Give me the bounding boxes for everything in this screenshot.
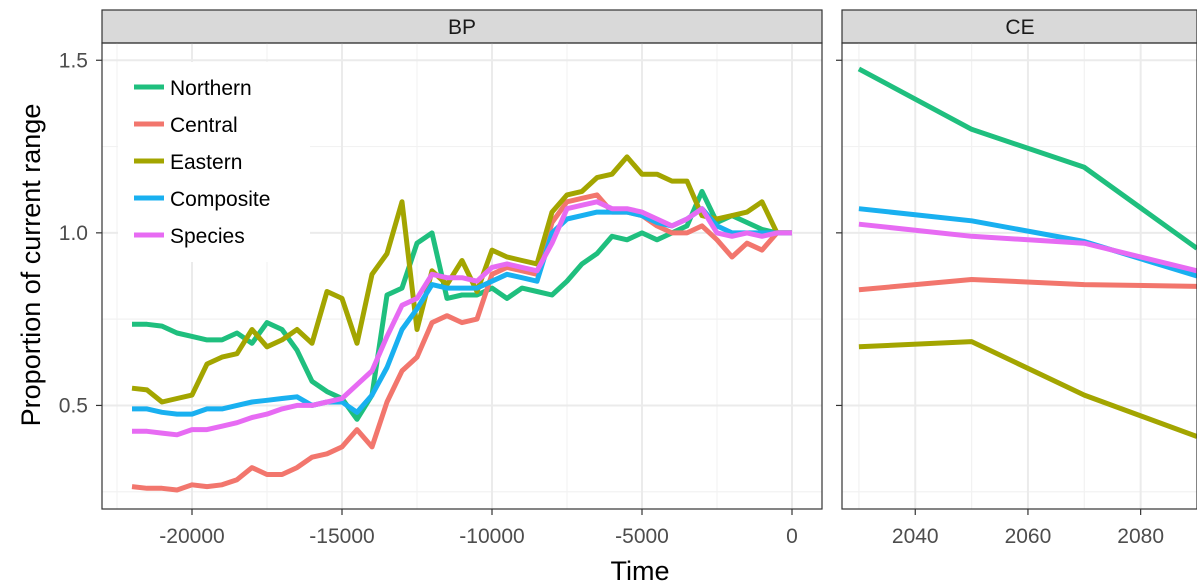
panel-series-bp [131, 154, 792, 493]
x-tick-label: -10000 [459, 525, 524, 548]
panel-bp: BP -20000 -15000 -10000 -5000 0 [96, 9, 823, 548]
x-tick-label: -15000 [309, 525, 374, 548]
x-axis-ticks-bp: -20000 -15000 -10000 -5000 0 [159, 525, 798, 548]
legend-label-central: Central [170, 114, 238, 137]
series-line-northern [857, 66, 1197, 251]
legend-item-eastern: Eastern [134, 151, 242, 174]
series-line-species [132, 199, 792, 438]
x-tick-label: 2040 [892, 525, 939, 548]
legend-label-species: Species [170, 225, 245, 248]
series-line-central [858, 277, 1197, 293]
x-axis-title: Time [611, 556, 670, 585]
series-line-eastern [858, 339, 1197, 439]
x-tick-label: 2080 [1117, 525, 1164, 548]
panel-strip-bp [101, 9, 823, 44]
legend-item-northern: Northern [134, 77, 252, 100]
panel-series-ce [857, 66, 1197, 439]
x-tick-label: 2060 [1005, 525, 1052, 548]
x-tick-label: -5000 [615, 525, 669, 548]
legend-label-northern: Northern [170, 77, 252, 100]
y-axis-title: Proportion of current range [16, 104, 46, 427]
panel-strip-ce [841, 9, 1197, 44]
y-tick-label: 1.0 [59, 222, 88, 245]
panel-label-bp: BP [448, 16, 476, 39]
x-tick-label: -20000 [159, 525, 224, 548]
legend-label-composite: Composite [170, 188, 270, 211]
legend-item-composite: Composite [134, 188, 270, 211]
y-tick-label: 1.5 [59, 49, 88, 72]
panel-border-bp [101, 42, 823, 510]
y-axis-ticks: 0.5 1.0 1.5 [59, 49, 88, 417]
panel-ce: CE 2040 2060 2080 [836, 9, 1197, 548]
x-axis-ticks-ce: 2040 2060 2080 [892, 525, 1164, 548]
series-line-central [131, 192, 792, 493]
panel-label-ce: CE [1005, 16, 1034, 39]
legend-item-central: Central [134, 114, 238, 137]
legend: Northern Central Eastern Composite Speci… [118, 62, 310, 262]
panel-border-ce [841, 42, 1197, 510]
legend-item-species: Species [134, 225, 245, 248]
x-tick-label: 0 [786, 525, 798, 548]
panel-grid-ce [842, 43, 1197, 509]
series-line-eastern [131, 154, 792, 405]
series-line-species [858, 221, 1197, 274]
series-line-northern [132, 188, 792, 422]
y-tick-label: 0.5 [59, 394, 88, 417]
legend-label-eastern: Eastern [170, 151, 242, 174]
